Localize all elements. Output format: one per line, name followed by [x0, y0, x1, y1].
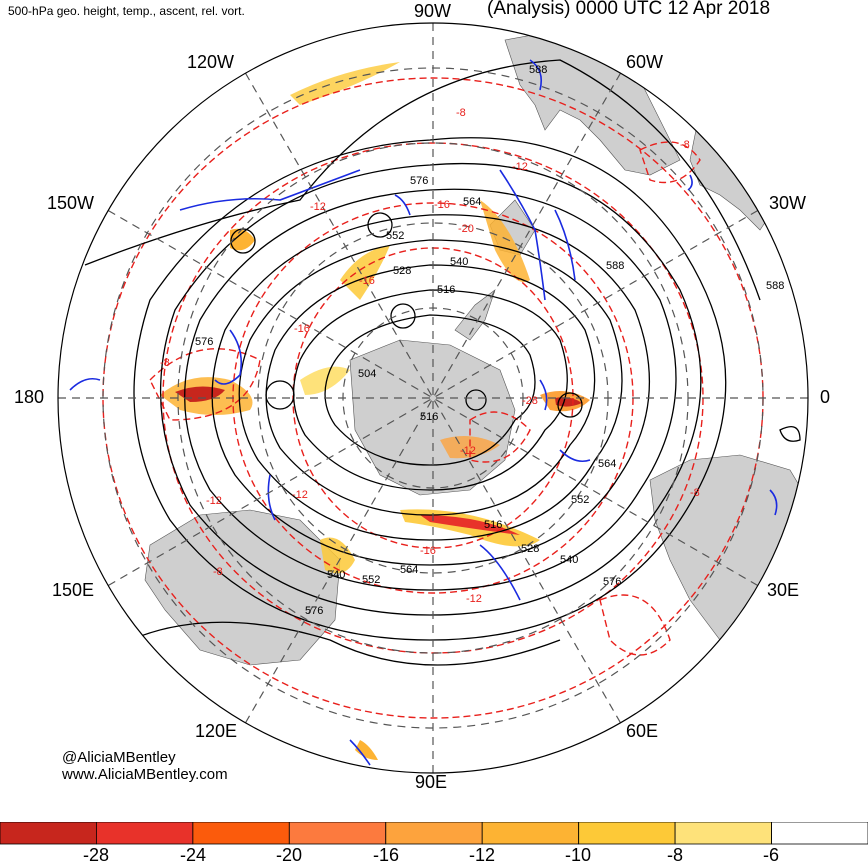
lon-label-150w: 150W: [47, 193, 95, 213]
height-label: 564: [463, 196, 481, 208]
credit-handle: @AliciaMBentley: [62, 749, 176, 766]
colorbar-tick-label: -24: [179, 845, 207, 865]
colorbar-tick-label: -12: [468, 845, 496, 865]
chart-title-right: (Analysis) 0000 UTC 12 Apr 2018: [487, 0, 771, 19]
lon-label-60e: 60E: [626, 721, 659, 741]
colorbar-cell: [96, 822, 194, 845]
height-label: 576: [195, 336, 213, 348]
height-label: 576: [305, 605, 323, 617]
temp-label: -8: [160, 357, 170, 369]
temp-label: -20: [458, 223, 474, 235]
temp-label: -12: [466, 593, 482, 605]
lon-label-180: 180: [14, 387, 45, 407]
height-label: 564: [598, 458, 616, 470]
meridian-gridlines: [58, 23, 808, 773]
colorbar-tick-label: -8: [666, 845, 684, 865]
colorbar-tick-label: -10: [564, 845, 592, 865]
height-label: 588: [606, 260, 624, 272]
temp-label: -12: [512, 161, 528, 173]
height-label: 552: [362, 574, 380, 586]
temp-label: -12: [460, 445, 476, 457]
temp-label: -8: [680, 139, 690, 151]
temp-label: -8: [213, 566, 223, 578]
height-label: 516: [420, 411, 438, 423]
height-contours: [84, 59, 801, 666]
colorbar-cell: [578, 822, 676, 845]
height-label: 540: [560, 554, 578, 566]
height-label: 552: [386, 230, 404, 242]
height-label: 540: [327, 569, 345, 581]
temp-label: -12: [206, 495, 222, 507]
temp-label: -28: [522, 395, 538, 407]
colorbar: [0, 822, 868, 845]
height-label: 504: [358, 368, 376, 380]
ascent-shading: [160, 62, 590, 760]
temp-label: -16: [359, 275, 375, 287]
colorbar-cell: [481, 822, 580, 845]
map-boundary-circle: [57, 22, 809, 774]
colorbar-tick-label: -28: [82, 845, 110, 865]
antarctic-peninsula-land: [454, 289, 496, 341]
height-label: 576: [410, 175, 428, 187]
height-label: 516: [437, 284, 455, 296]
lon-label-120w: 120W: [187, 52, 235, 72]
chart-title-left: 500-hPa geo. height, temp., ascent, rel.…: [8, 4, 245, 18]
lon-label-30w: 30W: [769, 193, 807, 213]
height-label: 552: [571, 494, 589, 506]
temp-label: -8: [456, 107, 466, 119]
lon-label-150e: 150E: [52, 580, 95, 600]
colorbar-cell: [0, 822, 97, 845]
temp-label: -16: [294, 323, 310, 335]
credit-website: www.AliciaMBentley.com: [62, 766, 228, 783]
credit-block: @AliciaMBentley www.AliciaMBentley.com: [62, 749, 228, 783]
colorbar-cell: [771, 822, 868, 845]
lon-label-60w: 60W: [626, 52, 664, 72]
colorbar-tick-label: -20: [275, 845, 303, 865]
temp-label: -16: [420, 545, 436, 557]
colorbar-cell: [192, 822, 290, 845]
height-label: 588: [766, 280, 784, 292]
height-label: 516: [484, 519, 502, 531]
polar-stereographic-map: 576 564 552 540 528 516 504 588 588 588 …: [57, 22, 809, 774]
colorbar-cell: [288, 822, 387, 845]
lon-label-0: 0: [820, 387, 831, 407]
lon-label-120e: 120E: [195, 721, 238, 741]
colorbar-tick-label: -6: [762, 845, 780, 865]
colorbar-tick-label: -16: [372, 845, 400, 865]
height-label: 576: [603, 576, 621, 588]
lon-label-90e: 90E: [415, 772, 448, 792]
vorticity-contours: [69, 59, 778, 766]
temp-label: -12: [310, 201, 326, 213]
height-label: 588: [529, 64, 547, 76]
temp-label: -16: [434, 199, 450, 211]
temp-label: -8: [690, 487, 700, 499]
colorbar-cell: [674, 822, 772, 845]
height-label: 528: [521, 543, 539, 555]
colorbar-cell: [385, 822, 483, 845]
height-label: 540: [450, 256, 468, 268]
height-label: 528: [393, 265, 411, 277]
height-label: 564: [400, 564, 418, 576]
height-label-group: 576 564 552 540 528 516 504 588 588 588 …: [195, 64, 784, 617]
lon-label-30e: 30E: [767, 580, 800, 600]
temp-label: -12: [292, 489, 308, 501]
lon-label-90w: 90W: [414, 1, 452, 21]
temp-label-group: -8 -8 -12 -16 -20 -12 -16 -28 -12 -8 -12…: [160, 107, 700, 605]
